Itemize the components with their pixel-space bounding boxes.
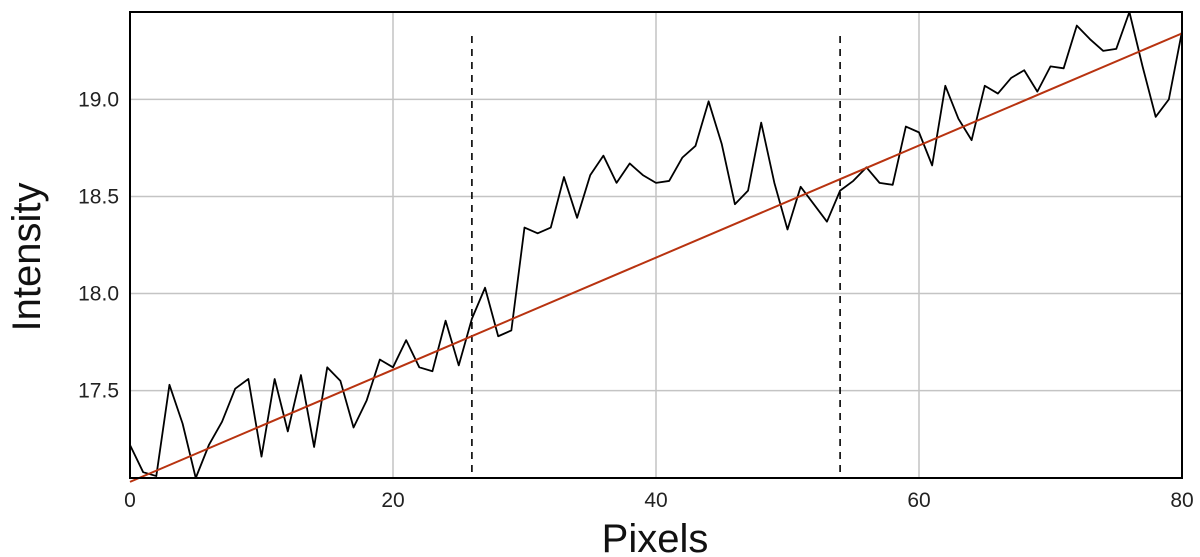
- x-axis-title: Pixels: [602, 517, 709, 557]
- series-layer: [129, 11, 1183, 483]
- y-tick-label: 17.5: [78, 380, 119, 403]
- x-tick-label: 60: [907, 489, 930, 512]
- x-tick-label: 80: [1170, 489, 1193, 512]
- tick-label-layer: 0 20 40 60 80 17.5 18.0 18.5 19.0: [78, 88, 1194, 512]
- y-tick-label: 19.0: [78, 88, 119, 111]
- region-marker-layer: [471, 36, 841, 478]
- y-tick-label: 18.0: [78, 283, 119, 306]
- x-tick-label: 0: [124, 489, 136, 512]
- y-tick-label: 18.5: [78, 185, 119, 208]
- intensity-profile-line: [129, 11, 1183, 479]
- x-tick-label: 40: [644, 489, 667, 512]
- linear-fit-line: [129, 32, 1183, 483]
- grid-layer: [129, 12, 1183, 478]
- y-axis-title: Intensity: [5, 183, 49, 332]
- plot-frame: [129, 11, 1183, 479]
- x-tick-label: 20: [381, 489, 404, 512]
